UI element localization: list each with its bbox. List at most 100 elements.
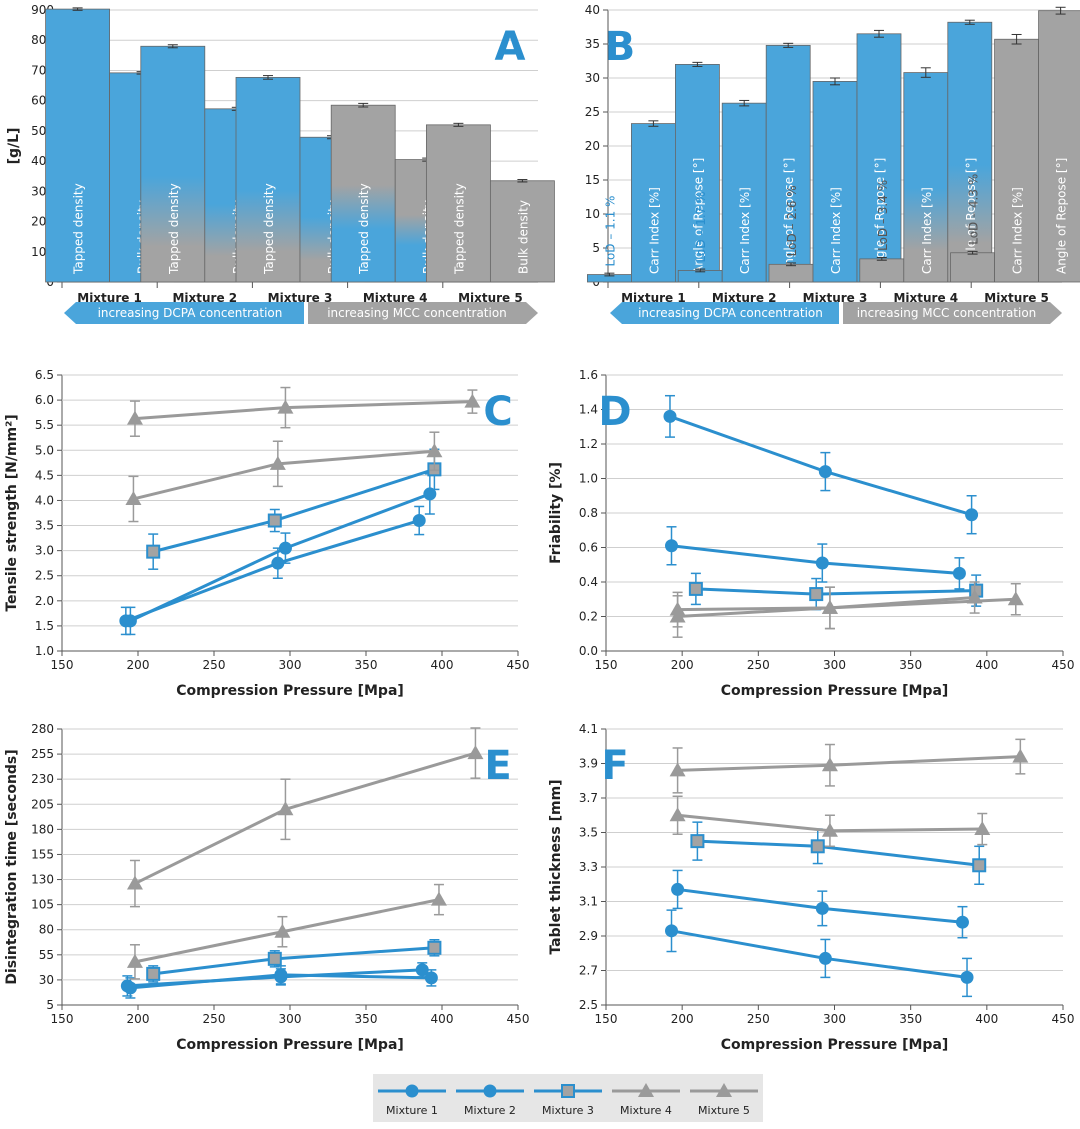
x-tick-label: 150 <box>51 658 74 672</box>
x-tick-label: 200 <box>671 1012 694 1026</box>
x-tick-label: 150 <box>595 1012 618 1026</box>
data-point <box>716 1083 732 1097</box>
x-category-label: Mixture 1 <box>621 291 686 305</box>
y-tick-label: 5.0 <box>35 443 54 457</box>
bar <box>45 8 110 283</box>
bar-label: Carr Index [%] <box>920 187 934 274</box>
y-tick-label: 230 <box>31 772 54 786</box>
bar <box>859 258 905 283</box>
data-point <box>424 971 438 985</box>
y-tick-label: 1.0 <box>579 472 598 486</box>
bar-label: Angle of Repose [°] <box>964 158 978 274</box>
series-line <box>671 544 960 575</box>
bar-label: Angle of Repose [°] <box>1055 158 1069 274</box>
y-tick-label: 130 <box>31 873 54 887</box>
y-axis-title: Tablet thickness [mm] <box>548 779 564 954</box>
y-tick-label: 6.5 <box>35 368 54 382</box>
bar-label: Angle of Repose [°] <box>691 158 705 274</box>
y-tick-label: 1.5 <box>35 619 54 633</box>
bar <box>675 64 720 283</box>
panel-a: 0100200300400500600700800900[g/L]Mixture… <box>6 3 555 324</box>
panel-letter: B <box>605 24 636 70</box>
y-tick-label: 40 <box>585 3 600 17</box>
data-point <box>818 951 832 965</box>
x-tick-label: 300 <box>823 1012 846 1026</box>
y-tick-label: 3.1 <box>579 895 598 909</box>
bar <box>812 81 858 283</box>
data-point <box>423 487 437 501</box>
data-point <box>426 443 443 458</box>
y-tick-label: 5 <box>46 998 54 1012</box>
x-tick-label: 150 <box>51 1012 74 1026</box>
data-point <box>126 953 143 968</box>
bar <box>631 123 676 283</box>
bar <box>994 38 1039 283</box>
y-tick-label: 4.5 <box>35 468 54 482</box>
x-category-label: Mixture 5 <box>458 291 523 305</box>
bar-label: Angle of Repose [°] <box>873 158 887 274</box>
series-line <box>152 467 435 554</box>
y-tick-label: 0.4 <box>579 575 598 589</box>
data-point <box>810 839 825 854</box>
bar <box>721 102 767 283</box>
series-mixture-4 <box>669 795 991 848</box>
data-point <box>412 514 426 528</box>
y-tick-label: 3.9 <box>579 757 598 771</box>
data-point <box>821 599 838 614</box>
data-point <box>669 762 686 777</box>
bar <box>765 44 811 283</box>
panel-f: 2.5 2.7 2.9 3.1 3.3 3.5 3.7 3.9 4.1 150 200 250 300 3… <box>548 722 1074 1053</box>
x-category-label: Mixture 3 <box>803 291 868 305</box>
series-mixture-4 <box>125 431 443 523</box>
x-tick-label: 250 <box>203 1012 226 1026</box>
y-tick-label: 4.0 <box>35 493 54 507</box>
y-tick-label: 80 <box>39 923 54 937</box>
x-category-label: Mixture 1 <box>77 291 142 305</box>
x-tick-label: 400 <box>975 1012 998 1026</box>
y-axis-title: Friability [%] <box>548 462 564 564</box>
panel-letter: C <box>483 389 512 435</box>
y-tick-label: 3.5 <box>35 519 54 533</box>
legend-item: Mixture 2 <box>456 1084 524 1117</box>
bar-label: LoD – 1.7 % <box>694 191 708 262</box>
series-line <box>669 414 973 517</box>
y-tick-label: 155 <box>31 847 54 861</box>
x-tick-label: 450 <box>507 1012 530 1026</box>
x-category-label: Mixture 5 <box>984 291 1049 305</box>
series-mixture-1 <box>120 962 429 997</box>
y-tick-label: 1.2 <box>579 437 598 451</box>
data-point <box>267 513 282 528</box>
panel-letter: E <box>484 743 511 789</box>
y-tick-label: 1.6 <box>579 368 598 382</box>
y-tick-label: 2.7 <box>579 964 598 978</box>
series-line <box>134 898 440 964</box>
series-mixture-2 <box>123 965 438 999</box>
legend-item: Mixture 5 <box>690 1083 758 1117</box>
panel-d: 0.0 0.2 0.4 0.6 0.8 1.0 1.2 1.4 1.6 150 200 250 300 3… <box>548 368 1074 699</box>
y-axis-title: [g/L] <box>6 128 22 165</box>
panel-letter: A <box>495 24 526 70</box>
y-tick-label: 1.4 <box>579 403 598 417</box>
series-line <box>677 597 1016 612</box>
x-category-label: Mixture 4 <box>363 291 428 305</box>
data-point <box>960 970 974 984</box>
legend-label: Mixture 5 <box>698 1104 750 1117</box>
series-mixture-2 <box>665 526 966 590</box>
bar-label: Tapped density <box>167 183 181 275</box>
x-tick-label: 350 <box>355 1012 378 1026</box>
x-tick-label: 250 <box>747 658 770 672</box>
bar-label: LoD – 3.4 % <box>876 180 890 251</box>
x-tick-label: 450 <box>1052 1012 1075 1026</box>
legend-label: Mixture 3 <box>542 1104 594 1117</box>
data-point <box>809 587 824 602</box>
x-tick-label: 400 <box>975 658 998 672</box>
series-mixture-5 <box>126 386 481 437</box>
data-point <box>430 891 447 906</box>
y-tick-label: 0.2 <box>579 610 598 624</box>
panel-letter: F <box>601 743 628 789</box>
bar <box>140 45 206 283</box>
x-category-label: Mixture 2 <box>712 291 777 305</box>
data-point <box>415 963 429 977</box>
y-tick-label: 280 <box>31 722 54 736</box>
